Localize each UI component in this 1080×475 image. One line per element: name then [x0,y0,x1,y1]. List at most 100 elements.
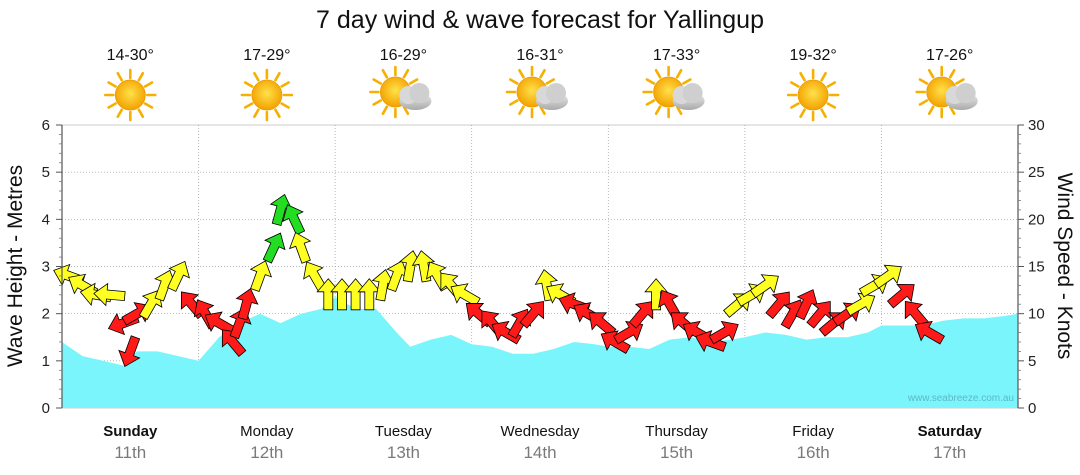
sun-ray [675,68,683,79]
left-axis-label: Wave Height - Metres [4,165,27,367]
left-axis-tick-label: 4 [42,211,50,228]
cloud-shape [546,83,566,103]
wind-arrow [600,330,631,354]
left-axis-tick-label: 5 [42,164,50,181]
sun-ray [820,108,827,119]
sun-ray [372,99,382,106]
wind-arrow-shape [519,300,544,329]
sun-ray [372,78,382,85]
wind-arrow [282,204,306,236]
wind-arrow-shape [708,320,739,345]
day-temperature: 17-29° [243,47,290,64]
sun-ray [654,105,662,116]
sun-ray [675,105,683,116]
wind-arrow [118,335,141,368]
sun-ray [253,71,260,82]
wind-arrow [695,329,727,353]
sun-ray [137,71,145,82]
right-axis-tick-label: 0 [1028,400,1036,417]
partly-cloudy-icon [642,65,705,119]
sun-ray [402,68,410,79]
wind-arrow-shape [167,260,190,292]
sun-ray [645,78,656,85]
sun-ray [918,78,929,85]
wind-arrow [519,300,544,329]
right-axis-tick-label: 25 [1028,164,1045,181]
sun-ray [820,71,827,82]
day-temperature: 17-33° [653,47,700,64]
sun-ray [518,68,525,79]
wind-arrow-shape [491,320,522,345]
sun-ray [645,99,656,106]
day-date: 13th [387,443,420,462]
day-temperature: 14-30° [107,47,154,64]
wind-arrow-shape [886,284,915,309]
sun-icon [240,68,294,122]
wind-arrow [628,300,654,329]
wind-arrow [914,320,945,345]
left-axis-tick-label: 3 [42,259,50,276]
wind-arrow [450,283,481,307]
wind-arrow [845,292,876,317]
wind-arrow-shape [600,330,631,354]
sun-ray [253,108,260,119]
wind-arrow [262,232,286,264]
wind-arrow-shape [282,204,306,236]
left-axis-tick-label: 2 [42,306,50,323]
wave-height-area [62,297,1018,408]
sun-ray [799,71,806,82]
wind-arrow-shape [118,335,141,368]
wind-arrow-shape [628,300,654,329]
sun-ray [243,81,254,88]
sun-ray [508,99,519,106]
sun-ray [381,105,389,116]
wind-arrow [886,284,915,309]
wind-arrow-shape [249,260,273,293]
sun-icon [104,68,157,122]
wind-arrow-shape [262,232,286,264]
sun-ray [539,68,546,79]
wind-arrow [491,320,522,345]
right-axis-tick-label: 5 [1028,353,1036,370]
left-axis: 0 1 2 3 4 5 6 [42,117,63,417]
wind-arrow-shape [749,274,779,299]
wind-arrow [872,264,902,289]
sun-ray [927,68,935,79]
sun-ray [381,68,389,79]
wind-arrow-shape [235,288,259,321]
sun-ray [539,105,546,116]
right-axis-tick-label: 15 [1028,259,1045,276]
sun-ray [107,81,117,88]
partly-cloudy-icon [369,65,432,119]
day-name: Thursday [645,423,708,440]
wind-arrow [235,288,259,321]
sun-ray [143,102,154,109]
sun-ray [918,99,929,106]
sun-disc [114,79,146,111]
day-date: 16th [797,443,830,462]
chart-title: 7 day wind & wave forecast for Yallingup [316,6,764,34]
wind-arrow [167,260,190,292]
wind-arrow [749,274,779,299]
wind-arrows [53,193,945,368]
wind-arrow [249,260,273,293]
wind-arrow-shape [872,264,902,289]
day-date: 17th [933,443,966,462]
wind-arrow [93,282,126,307]
sun-disc [251,79,283,111]
cloud-shape [955,83,976,103]
day-axis-labels: Sunday 11th Monday 12th Tuesday 13th Wednesday… [103,423,982,462]
sun-ray [508,78,519,85]
left-axis-tick-label: 0 [42,400,50,417]
watermark: www.seabreeze.com.au [907,393,1014,404]
day-temperature: 16-29° [380,47,427,64]
sun-ray [654,68,662,79]
sun-ray [948,68,956,79]
sun-ray [927,105,935,116]
day-name: Sunday [103,423,158,440]
sun-ray [274,71,281,82]
wind-arrow-shape [806,300,831,329]
right-axis: 0 5 10 15 20 25 30 [1017,117,1045,417]
wind-arrow-shape [845,292,876,317]
wind-arrow [708,320,739,345]
